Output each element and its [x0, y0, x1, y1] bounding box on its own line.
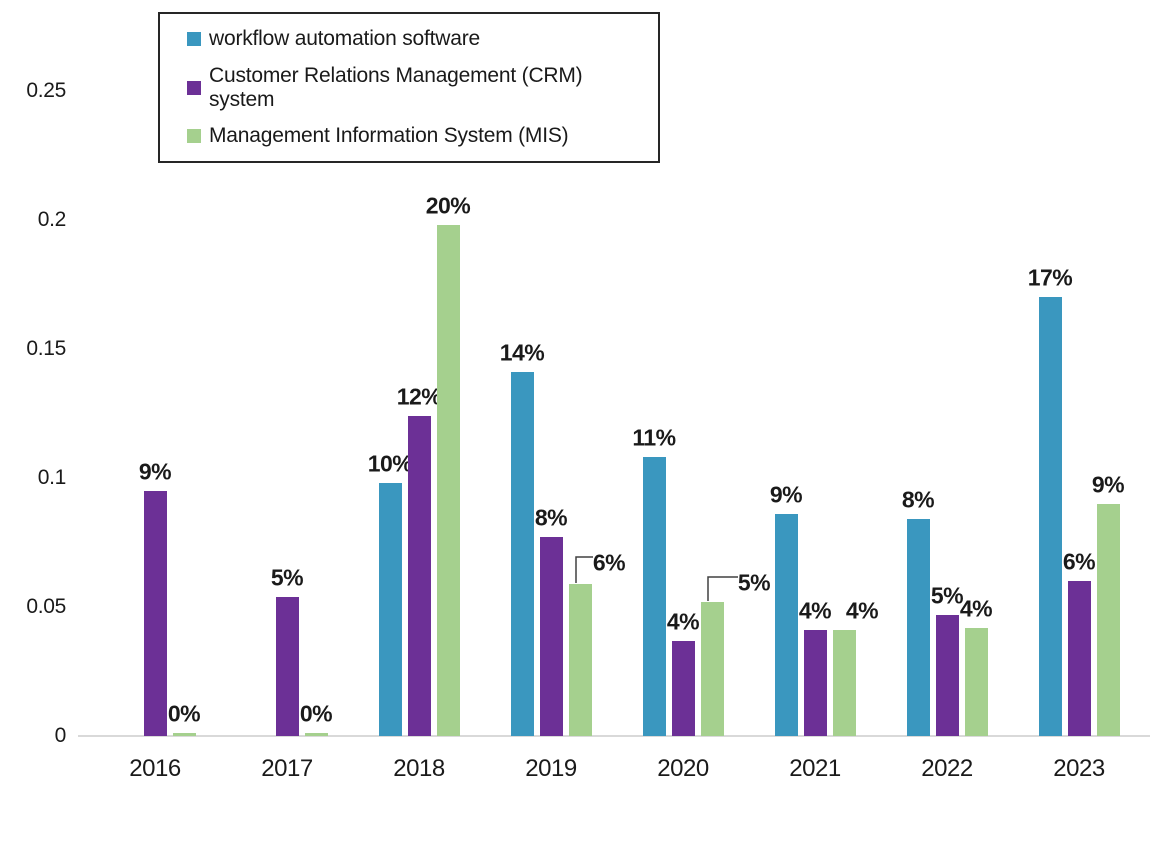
x-axis-tick-label: 2016 [129, 755, 181, 782]
label-leader-line [707, 576, 738, 601]
legend-label: workflow automation software [209, 27, 481, 50]
legend-item-workflow: workflow automation software [187, 27, 648, 51]
bar-value-label: 20% [425, 192, 471, 219]
y-axis-tick-label: 0.05 [26, 595, 66, 618]
bar-mis-2021 [832, 630, 856, 736]
bar-crm-2016 [143, 491, 167, 736]
bar-crm-2022 [935, 615, 959, 736]
legend-item-mis: Management Information System (MIS) [187, 124, 648, 148]
bar-workflow-2018 [378, 483, 402, 736]
bar-value-label: 5% [737, 569, 771, 596]
x-axis-tick-label: 2019 [525, 755, 577, 782]
x-axis-line [78, 735, 1150, 737]
bar-value-label: 9% [138, 458, 172, 485]
bar-value-label: 9% [1091, 471, 1125, 498]
bar-workflow-2020 [642, 457, 666, 736]
bar-value-label: 11% [632, 424, 676, 451]
legend-label: Management Information System (MIS) [209, 124, 569, 147]
y-axis-tick-label: 0.25 [26, 79, 66, 102]
y-axis-tick-label: 0.15 [26, 337, 66, 360]
bar-value-label: 4% [798, 597, 832, 624]
bar-value-label: 9% [769, 481, 803, 508]
bar-value-label: 0% [167, 700, 201, 727]
bar-mis-2019 [568, 584, 592, 736]
bar-crm-2019 [539, 537, 563, 736]
bar-mis-2018 [436, 225, 460, 736]
bar-crm-2023 [1067, 581, 1091, 736]
bar-mis-2023 [1096, 504, 1120, 736]
label-leader-line [575, 556, 593, 583]
bar-value-label: 12% [396, 383, 442, 410]
x-axis-tick-label: 2020 [657, 755, 709, 782]
bar-value-label: 6% [592, 549, 626, 576]
x-axis-tick-label: 2023 [1053, 755, 1105, 782]
bar-workflow-2021 [774, 514, 798, 736]
bar-value-label: 14% [499, 339, 545, 366]
bar-value-label: 4% [666, 608, 700, 635]
bar-crm-2018 [407, 416, 431, 736]
bar-mis-2022 [964, 628, 988, 736]
bar-value-label: 5% [930, 582, 964, 609]
bar-workflow-2022 [906, 519, 930, 736]
legend-label: Customer Relations Management (CRM) syst… [209, 63, 583, 111]
bar-value-label: 0% [299, 700, 333, 727]
bar-mis-2016 [172, 733, 196, 736]
legend-swatch [187, 32, 201, 46]
legend-swatch [187, 129, 201, 143]
x-axis-tick-label: 2022 [921, 755, 973, 782]
bar-value-label: 10% [367, 450, 413, 477]
x-axis-tick-label: 2017 [261, 755, 313, 782]
bar-crm-2021 [803, 630, 827, 736]
x-axis-tick-label: 2018 [393, 755, 445, 782]
legend-item-crm: Customer Relations Management (CRM) syst… [187, 64, 648, 112]
bar-value-label: 4% [959, 595, 993, 622]
bar-value-label: 17% [1027, 264, 1073, 291]
bar-value-label: 8% [901, 486, 935, 513]
bar-value-label: 6% [1062, 548, 1096, 575]
bar-value-label: 8% [534, 504, 568, 531]
bar-value-label: 4% [845, 597, 879, 624]
bar-value-label: 5% [270, 564, 304, 591]
bar-crm-2020 [671, 641, 695, 736]
legend: workflow automation software Customer Rel… [158, 12, 660, 163]
y-axis-tick-label: 0.2 [37, 208, 67, 231]
legend-swatch [187, 80, 201, 95]
bar-workflow-2023 [1038, 297, 1062, 736]
y-axis-tick-label: 0.1 [37, 466, 67, 489]
bar-mis-2017 [304, 733, 328, 736]
bar-crm-2017 [275, 597, 299, 736]
x-axis-tick-label: 2021 [789, 755, 841, 782]
y-axis-tick-label: 0 [54, 724, 67, 747]
bar-mis-2020 [700, 602, 724, 736]
bar-workflow-2019 [510, 372, 534, 736]
